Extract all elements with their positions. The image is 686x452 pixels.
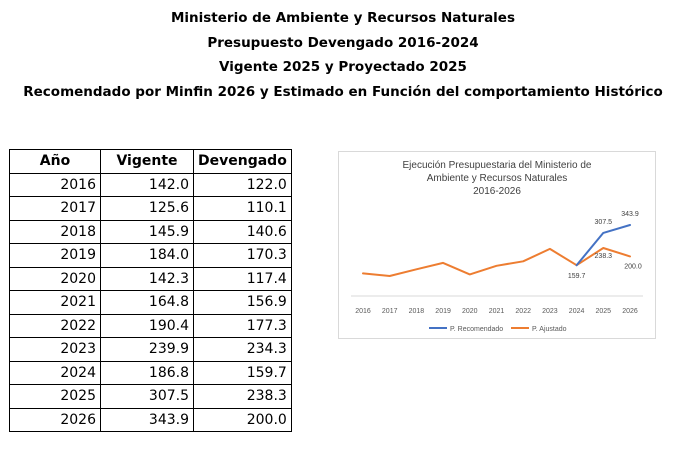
cell-devengado: 159.7 (193, 360, 292, 385)
cell-devengado: 110.1 (193, 196, 292, 221)
x-tick-label: 2026 (622, 308, 638, 315)
x-tick-label: 2023 (542, 308, 558, 315)
cell-vigente: 164.8 (100, 290, 194, 315)
cell-devengado: 238.3 (193, 384, 292, 409)
report-header: Ministerio de Ambiente y Recursos Natura… (0, 6, 686, 104)
cell-devengado: 122.0 (193, 172, 292, 197)
cell-vigente: 190.4 (100, 313, 194, 338)
header-line-1: Ministerio de Ambiente y Recursos Natura… (170, 10, 516, 26)
x-tick-label: 2016 (355, 308, 371, 315)
x-tick-label: 2022 (515, 308, 531, 315)
table-row: 2022 190.4 177.3 (9, 313, 292, 338)
cell-year: 2024 (9, 360, 101, 385)
cell-devengado: 140.6 (193, 219, 292, 244)
header-line-3: Vigente 2025 y Proyectado 2025 (219, 59, 467, 75)
chart-title-line-1: Ejecución Presupuestaria del Ministerio … (402, 160, 592, 171)
cell-year: 2018 (9, 219, 101, 244)
cell-vigente: 145.9 (100, 219, 194, 244)
x-tick-label: 2021 (489, 308, 505, 315)
cell-year: 2021 (9, 290, 101, 315)
data-label: 200.0 (624, 263, 642, 270)
cell-devengado: 117.4 (193, 266, 292, 291)
x-tick-label: 2024 (569, 308, 585, 315)
cell-year: 2016 (9, 172, 101, 197)
header-line-4: Recomendado por Minfin 2026 y Estimado e… (23, 83, 663, 100)
legend-label: P. Recomendado (450, 326, 503, 333)
x-tick-label: 2018 (409, 308, 425, 315)
cell-vigente: 125.6 (100, 196, 194, 221)
table-header-row: Año Vigente Devengado (9, 149, 292, 174)
budget-table: Año Vigente Devengado 2016 142.0 122.0 2017… (9, 149, 292, 432)
cell-year: 2022 (9, 313, 101, 338)
data-label: 238.3 (595, 253, 613, 260)
cell-year: 2025 (9, 384, 101, 409)
chart-plot-area: 2016 2017 2018 2019 2020 2021 2022 2023 2024 2025… (351, 211, 643, 333)
cell-year: 2020 (9, 266, 101, 291)
cell-devengado: 156.9 (193, 290, 292, 315)
cell-year: 2017 (9, 196, 101, 221)
cell-devengado: 234.3 (193, 337, 292, 362)
table-row: 2023 239.9 234.3 (9, 337, 292, 362)
series-line-recomendado (575, 224, 631, 267)
cell-vigente: 186.8 (100, 360, 194, 385)
chart-title: Ejecución Presupuestaria del Ministerio … (339, 159, 655, 198)
data-label: 343.9 (621, 211, 639, 218)
cell-vigente: 184.0 (100, 243, 194, 268)
table-row: 2019 184.0 170.3 (9, 243, 292, 268)
cell-year: 2019 (9, 243, 101, 268)
series-line-ajustado (362, 247, 631, 277)
chart-title-line-2: Ambiente y Recursos Naturales (426, 173, 568, 184)
cell-vigente: 343.9 (100, 407, 194, 432)
x-tick-label: 2025 (596, 308, 612, 315)
table-row: 2017 125.6 110.1 (9, 196, 292, 221)
data-label: 307.5 (595, 219, 613, 226)
table-row: 2020 142.3 117.4 (9, 266, 292, 291)
budget-chart: Ejecución Presupuestaria del Ministerio … (338, 151, 656, 339)
cell-devengado: 200.0 (193, 407, 292, 432)
table-row: 2016 142.0 122.0 (9, 172, 292, 197)
x-tick-label: 2017 (382, 308, 398, 315)
cell-vigente: 142.3 (100, 266, 194, 291)
x-tick-label: 2019 (435, 308, 451, 315)
table-row: 2018 145.9 140.6 (9, 219, 292, 244)
cell-devengado: 170.3 (193, 243, 292, 268)
legend-label: P. Ajustado (532, 326, 567, 333)
data-label: 159.7 (568, 273, 586, 280)
chart-title-line-3: 2016-2026 (473, 186, 521, 197)
column-header-vigente: Vigente (100, 149, 194, 174)
cell-devengado: 177.3 (193, 313, 292, 338)
cell-vigente: 307.5 (100, 384, 194, 409)
header-line-2: Presupuesto Devengado 2016-2024 (207, 34, 479, 51)
cell-year: 2023 (9, 337, 101, 362)
table-row: 2021 164.8 156.9 (9, 290, 292, 315)
column-header-year: Año (9, 149, 101, 174)
table-row: 2026 343.9 200.0 (9, 407, 292, 432)
table-row: 2024 186.8 159.7 (9, 360, 292, 385)
column-header-devengado: Devengado (193, 149, 292, 174)
table-row: 2025 307.5 238.3 (9, 384, 292, 409)
x-tick-label: 2020 (462, 308, 478, 315)
cell-year: 2026 (9, 407, 101, 432)
cell-vigente: 142.0 (100, 172, 194, 197)
cell-vigente: 239.9 (100, 337, 194, 362)
